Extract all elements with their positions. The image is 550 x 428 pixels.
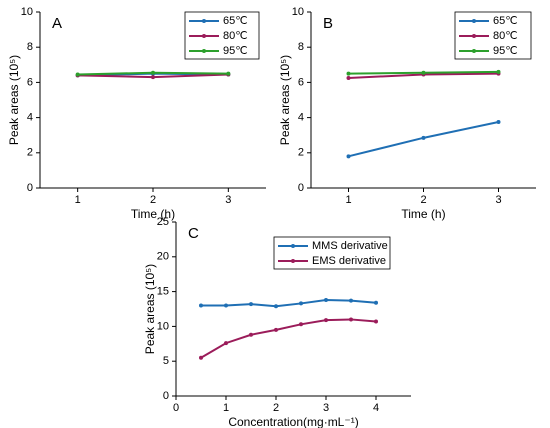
- y-tick-label: 5: [163, 355, 169, 367]
- legend-box: [273, 236, 391, 270]
- data-point: [249, 332, 253, 337]
- x-tick-label: 2: [420, 194, 426, 206]
- y-tick-label: 10: [21, 6, 33, 18]
- y-tick-label: 8: [27, 41, 33, 53]
- data-point: [349, 317, 353, 322]
- x-axis-label: Time (h): [401, 207, 445, 221]
- panel-label: B: [323, 15, 333, 32]
- data-point: [374, 300, 378, 305]
- x-tick-label: 1: [75, 194, 81, 206]
- y-tick-label: 4: [27, 112, 33, 124]
- data-point: [346, 76, 351, 80]
- y-axis-label: Peak areas (10⁵): [7, 55, 21, 145]
- y-tick-label: 4: [298, 112, 304, 124]
- data-point: [226, 71, 231, 76]
- y-tick-label: 10: [292, 6, 304, 18]
- legend-marker: [472, 49, 476, 53]
- y-axis-label: Peak areas (10⁵): [143, 264, 157, 354]
- data-point: [299, 301, 303, 306]
- x-tick-label: 0: [173, 402, 179, 414]
- y-tick-label: 6: [298, 76, 304, 88]
- legend-label: 80℃: [223, 30, 248, 42]
- x-axis-label: Concentration(mg·mL⁻¹): [228, 415, 358, 428]
- y-tick-label: 0: [27, 182, 33, 194]
- legend-label: 80℃: [493, 30, 518, 42]
- x-tick-label: 1: [223, 402, 229, 414]
- x-tick-label: 2: [273, 402, 279, 414]
- data-point: [299, 322, 303, 327]
- legend-marker: [291, 244, 295, 248]
- legend-label: 95℃: [223, 45, 248, 57]
- legend-label: MMS derivative: [312, 240, 388, 252]
- legend-label: 65℃: [223, 15, 248, 27]
- data-point: [324, 297, 328, 302]
- legend: 65℃ 80℃ 95℃: [454, 11, 532, 60]
- data-point: [421, 135, 426, 140]
- x-tick-label: 3: [323, 402, 329, 414]
- data-point: [224, 341, 228, 346]
- data-point: [151, 70, 155, 75]
- data-point: [274, 327, 278, 332]
- x-tick-label: 3: [225, 194, 231, 206]
- y-tick-label: 8: [298, 41, 304, 53]
- series-line: [201, 298, 377, 308]
- y-tick-label: 0: [298, 182, 304, 194]
- data-point: [199, 355, 203, 360]
- y-tick-label: 2: [298, 147, 304, 159]
- x-axis-label: Time (h): [131, 207, 175, 221]
- data-point: [199, 303, 203, 308]
- y-tick-label: 15: [157, 286, 169, 298]
- data-point: [346, 71, 351, 76]
- data-point: [75, 72, 80, 77]
- legend-marker: [291, 259, 295, 263]
- data-point: [349, 298, 353, 303]
- data-point: [324, 318, 328, 323]
- data-point: [151, 75, 155, 80]
- y-axis-label: Peak areas (10⁵): [278, 55, 292, 145]
- y-tick-label: 6: [27, 76, 33, 88]
- legend-marker: [202, 49, 206, 53]
- data-point: [249, 302, 253, 307]
- data-point: [274, 304, 278, 309]
- y-tick-label: 25: [157, 216, 169, 228]
- legend-label: 95℃: [493, 45, 518, 57]
- legend-marker: [472, 19, 476, 23]
- data-point: [421, 70, 426, 75]
- x-tick-label: 4: [373, 402, 379, 414]
- data-point: [496, 120, 501, 124]
- legend-label: EMS derivative: [312, 255, 386, 267]
- legend: MMS derivative EMS derivative: [273, 236, 391, 270]
- legend-marker: [472, 34, 476, 38]
- legend-label: 65℃: [493, 15, 518, 27]
- x-tick-label: 1: [345, 194, 351, 206]
- y-tick-label: 0: [163, 390, 169, 402]
- legend: 65℃ 80℃ 95℃: [184, 11, 260, 60]
- y-tick-label: 10: [157, 320, 169, 332]
- x-tick-label: 2: [150, 194, 156, 206]
- y-tick-label: 20: [157, 251, 169, 263]
- legend-marker: [202, 19, 206, 23]
- x-tick-label: 3: [495, 194, 501, 206]
- y-tick-label: 2: [27, 147, 33, 159]
- data-point: [224, 303, 228, 308]
- series-line: [200, 318, 377, 359]
- panel-label: C: [188, 225, 199, 242]
- legend-marker: [202, 34, 206, 38]
- data-point: [496, 69, 501, 74]
- data-point: [346, 154, 351, 159]
- data-point: [374, 319, 378, 324]
- panel-label: A: [52, 15, 62, 32]
